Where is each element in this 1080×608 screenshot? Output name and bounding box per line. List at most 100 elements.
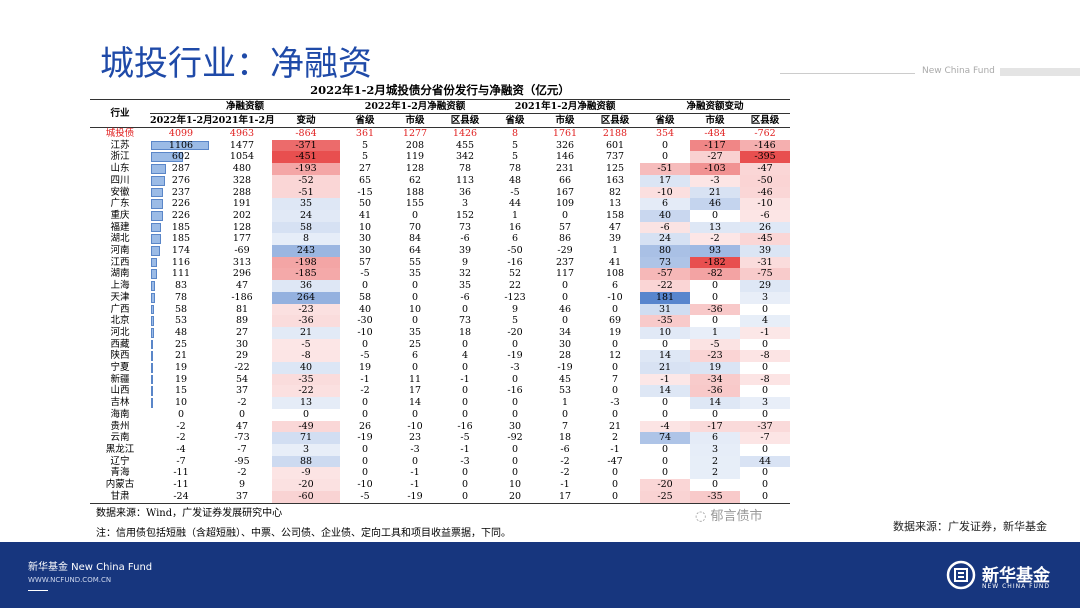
cell-text: 40 [658,209,672,221]
cell-text: 0 [612,408,619,420]
cell-text: -2 [176,420,186,432]
header-row: 2022年1-2月 2021年1-2月 变动 省级 市级 区县级 省级 市级 区县级 省级 市级 区县… [90,113,791,128]
cell-text: 177 [232,233,252,245]
table-cell: 80 [640,245,691,257]
data-bar [151,199,163,209]
cell-text: 21 [608,420,622,432]
cell-text: -20 [657,479,673,491]
table-row: 宁夏 19 -22 40 19 0 0 -3 -19 0 21 19 0 [90,362,790,374]
table-cell: 5 [490,315,540,327]
table-cell: 0 [740,362,790,374]
table-cell: -6 [440,233,490,245]
table-cell: -3 [490,362,540,374]
table-cell: 山西 [90,385,150,397]
table-cell: 30 [340,233,390,245]
table-cell: 1477 [212,140,272,152]
data-bar [151,339,153,350]
cell-text: 46 [708,198,722,210]
cell-text: -5 [301,338,311,350]
table-cell: -36 [690,303,741,316]
header-line [780,73,915,74]
cell-text: -10 [657,186,673,198]
cell-text: 82 [608,186,622,198]
table-cell: -2 [540,456,590,468]
cell-text: 35 [408,326,422,338]
cell-text: 0 [762,303,769,315]
table-cell: 13 [690,221,741,234]
table-cell: 0 [440,362,490,374]
table-cell: -69 [212,245,272,257]
cell-text: -27 [707,151,723,163]
table-cell: 313 [212,257,272,269]
table-cell: 82 [590,187,640,199]
table-cell: 177 [212,233,272,245]
table-cell: 30 [540,339,590,351]
table-cell: 14 [390,397,440,409]
table-row: 内蒙古 -11 9 -20 -10 -1 0 10 -1 0 -20 0 0 [90,479,790,491]
table-cell: 0 [590,490,641,504]
table-cell: -50 [490,245,540,257]
table-cell: 2 [690,467,741,480]
table-cell: 0 [540,409,590,421]
table-cell: 20 [490,490,541,504]
cell-text: 新疆 [110,373,130,385]
table-cell: -10 [340,327,390,339]
cell-text: -19 [357,432,373,444]
cell-text: 0 [511,397,519,409]
cell-text: 0 [361,397,369,409]
cell-text: -198 [295,256,317,268]
cell-text: -35 [707,490,723,502]
table-cell: -15 [340,187,390,199]
table-cell: 125 [590,163,640,175]
cell-text: 44 [758,455,772,467]
table-cell: -47 [590,456,640,468]
cell-text: 0 [511,338,519,350]
cell-text: 0 [612,303,619,315]
table-cell: -29 [540,245,590,257]
cell-text: 342 [455,151,475,163]
table-cell: -1 [440,444,490,456]
cell-text: 58 [299,221,313,233]
cell-text: 1106 [168,139,194,151]
cell-text: 47 [235,280,249,292]
table-cell: 0 [340,444,390,456]
table-cell: 32 [440,268,490,280]
table-cell: 9 [440,257,490,269]
table-cell: 0 [272,409,340,421]
cell-text: -47 [607,455,623,467]
cell-text: 吉林 [110,397,130,409]
table-cell: 202 [212,210,272,222]
cell-text: 54 [235,373,249,385]
table-cell: 0 [690,315,740,327]
header-cell: 省级 [490,113,541,128]
table-cell: 117 [540,268,590,280]
table-cell: -7 [740,432,791,444]
cell-text: 湖南 [110,268,130,280]
table-cell: -2 [150,421,212,433]
table-cell: 6 [590,280,640,292]
cell-text: 福建 [110,221,130,233]
cell-text: 119 [405,151,425,163]
table-cell: -46 [740,186,791,199]
cell-text: 9 [238,479,246,491]
cell-text: 1 [511,209,519,221]
cell-text: 24 [658,233,672,245]
table-cell: 35 [390,327,440,339]
table-cell: -22 [640,280,691,292]
table-cell: 0 [490,397,540,409]
cell-text: -3 [610,397,620,409]
table-cell: 19 [150,374,212,386]
table-cell: 0 [640,151,690,163]
cell-text: -60 [298,490,314,502]
table-cell: -6 [640,221,691,234]
table-cell: 39 [590,233,640,245]
table-cell: -185 [272,268,340,281]
cell-text: 广东 [110,198,130,210]
cell-text: 35 [458,280,472,292]
table-cell: 226 [150,210,212,222]
cell-text: 47 [235,420,249,432]
table-cell: 226 [150,198,212,210]
table-cell: 0 [740,339,790,351]
cell-text: 226 [171,209,191,221]
cell-text: -35 [657,315,673,327]
